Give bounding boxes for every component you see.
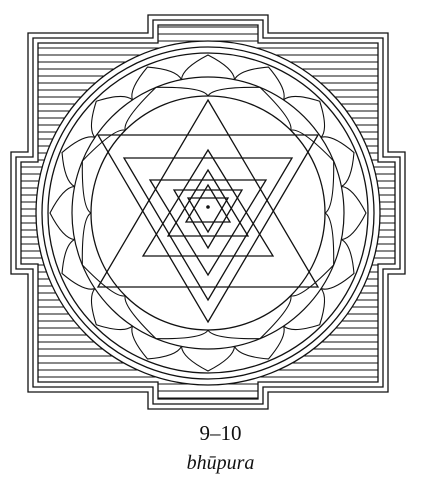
outer-petal (320, 136, 355, 187)
triangle-down (172, 189, 244, 250)
triangle-down (148, 179, 268, 277)
triangle-down (186, 197, 230, 234)
inner-petal (124, 295, 209, 340)
outer-petal (90, 288, 133, 331)
interlocking-triangles (96, 98, 320, 324)
bindu-center (206, 205, 210, 209)
inner-petal (81, 212, 126, 297)
outer-petal (131, 66, 182, 101)
circle-2 (41, 46, 375, 380)
hatch-lines (21, 26, 395, 399)
triangle-up (184, 183, 232, 223)
outer-petal (283, 288, 326, 331)
inner-petal (124, 86, 209, 131)
outer-petal (90, 95, 133, 138)
outer-petal (61, 136, 96, 187)
circle-3 (47, 52, 369, 374)
figure-caption: bhūpura (186, 452, 255, 474)
triangle-up (96, 98, 320, 288)
sri-yantra-diagram (10, 14, 406, 410)
inner-petal (290, 129, 335, 214)
circle-4 (90, 95, 326, 331)
petal-base-circle (71, 76, 345, 350)
figure-number: 9–10 (199, 421, 242, 445)
triangle-up (141, 148, 275, 257)
bhupura-square-enclosure (10, 14, 406, 410)
outer-petal (49, 185, 75, 241)
outer-petal (234, 66, 285, 101)
bhupura-hatching (21, 26, 395, 399)
bhupura-line-2 (15, 19, 401, 405)
outer-petal (234, 325, 285, 360)
triangle-up (166, 168, 250, 237)
circle-1 (35, 40, 381, 386)
outer-petal (320, 239, 355, 290)
inner-petal (290, 212, 335, 297)
outer-petal (341, 185, 367, 241)
outer-petal (61, 239, 96, 290)
bhupura-line-1 (10, 14, 406, 410)
triangle-down (122, 157, 294, 302)
inner-petal (207, 295, 292, 340)
enclosing-circles (35, 40, 381, 386)
outer-petal (283, 95, 326, 138)
bhupura-line-3 (20, 24, 396, 400)
outer-petal (131, 325, 182, 360)
inner-petal (207, 86, 292, 131)
outer-lotus-petals (49, 54, 367, 372)
outer-petal (180, 346, 236, 372)
triangle-down (96, 134, 320, 324)
outer-petal (180, 54, 236, 80)
inner-lotus-petals (81, 86, 335, 340)
inner-petal (81, 129, 126, 214)
